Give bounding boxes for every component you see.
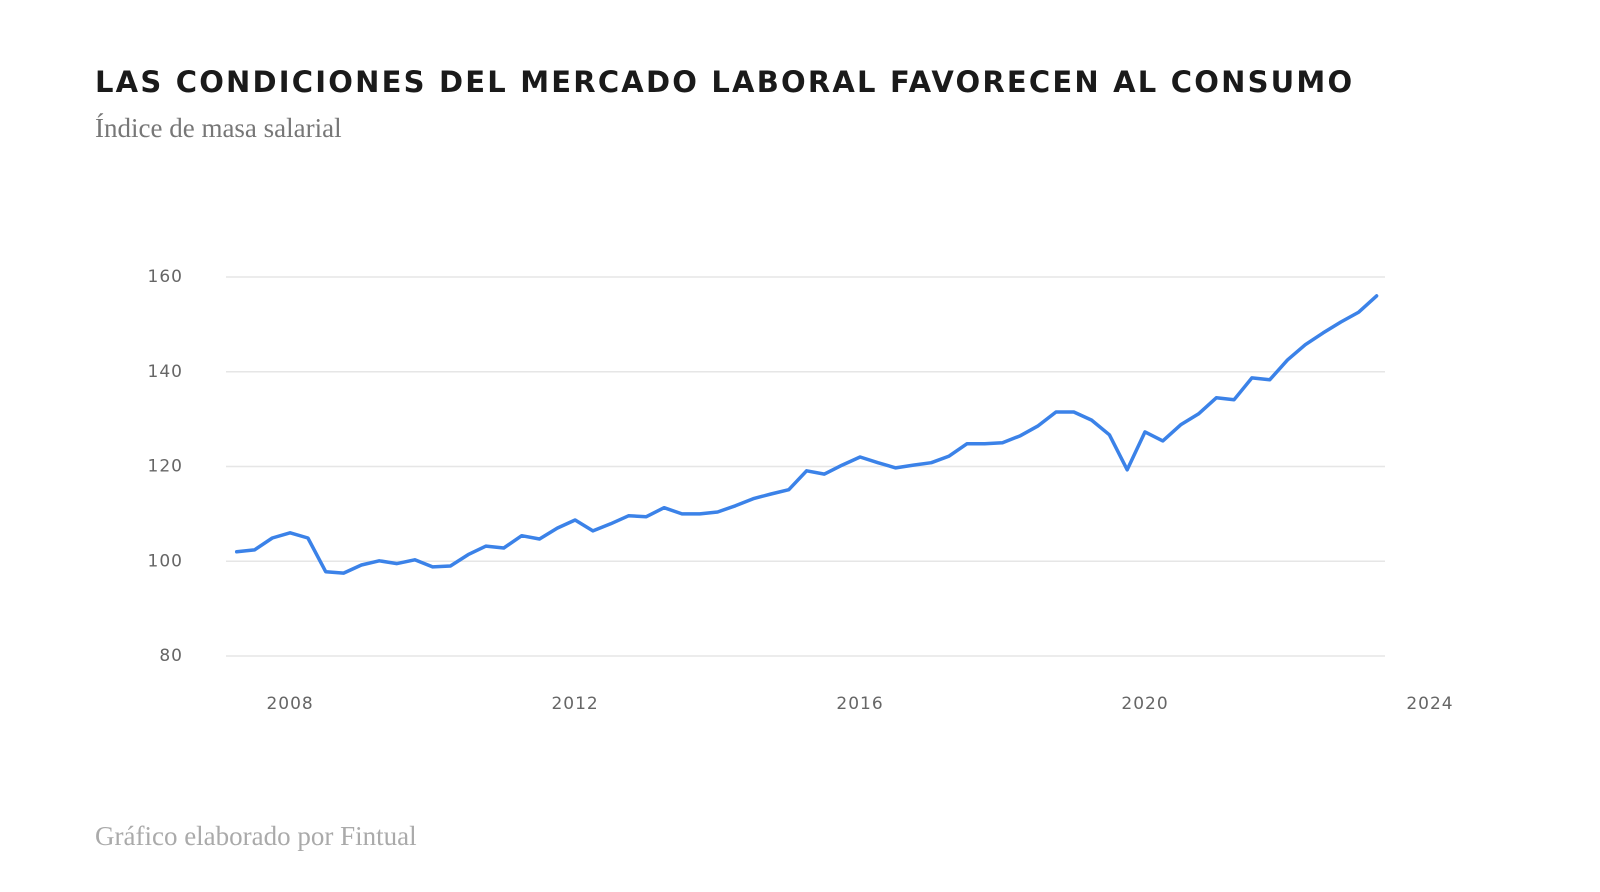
x-tick-label: 2020 <box>1121 694 1168 714</box>
chart-subtitle: Índice de masa salarial <box>95 113 342 143</box>
y-tick-label: 80 <box>159 646 183 666</box>
x-tick-label: 2016 <box>836 694 883 714</box>
y-tick-label: 100 <box>148 551 183 571</box>
x-tick-label: 2012 <box>551 694 598 714</box>
x-tick-label: 2024 <box>1406 694 1453 714</box>
y-tick-label: 140 <box>148 362 183 382</box>
y-tick-label: 160 <box>148 267 183 287</box>
footer: Gráfico elaborado por Fintual <box>95 821 417 851</box>
chart-title: LAS CONDICIONES DEL MERCADO LABORAL FAVO… <box>95 65 1354 99</box>
y-tick-label: 120 <box>148 457 183 477</box>
x-tick-label: 2008 <box>266 694 313 714</box>
line <box>234 294 1379 575</box>
